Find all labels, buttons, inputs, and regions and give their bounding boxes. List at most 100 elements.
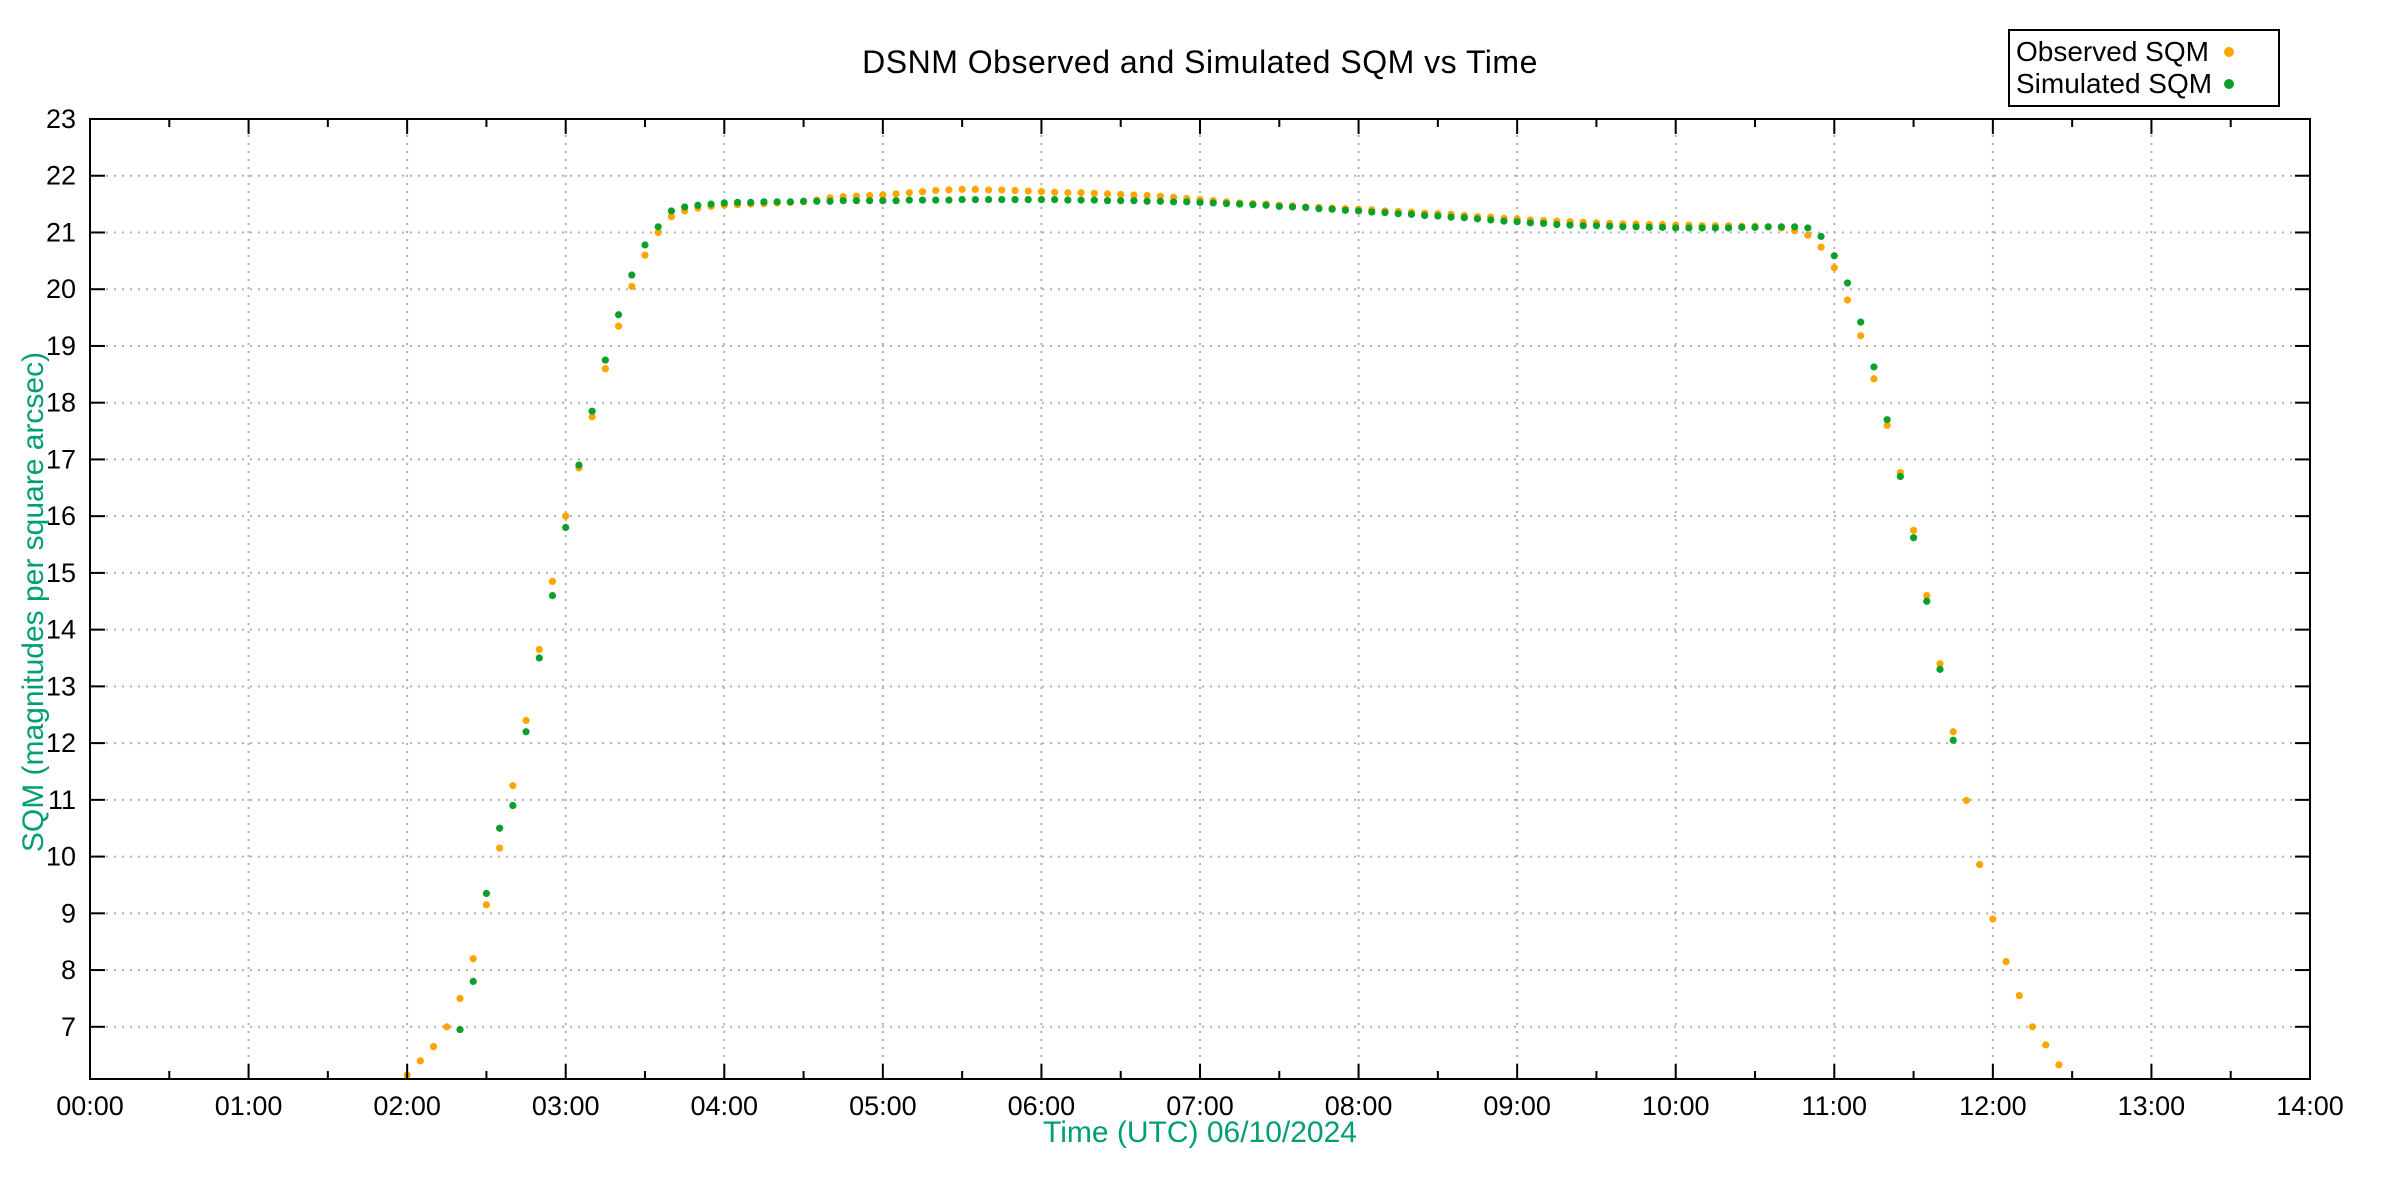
data-point <box>694 201 702 209</box>
data-point <box>2055 1061 2063 1069</box>
svg-text:10: 10 <box>46 842 76 872</box>
x-axis-title: Time (UTC) 06/10/2024 <box>1042 1116 1357 1149</box>
data-point <box>760 198 768 206</box>
data-point <box>905 189 913 197</box>
data-point <box>482 889 491 898</box>
data-point <box>628 282 636 290</box>
data-point <box>1024 187 1032 195</box>
svg-text:14: 14 <box>46 615 76 645</box>
data-point <box>945 186 953 194</box>
data-point <box>1777 223 1786 231</box>
svg-text:02:00: 02:00 <box>373 1091 441 1121</box>
svg-text:09:00: 09:00 <box>1483 1091 1551 1121</box>
data-point <box>1037 195 1046 204</box>
svg-text:04:00: 04:00 <box>690 1091 758 1121</box>
data-point <box>482 901 491 909</box>
data-point <box>2002 957 2010 966</box>
data-point <box>1632 223 1640 231</box>
data-point <box>1460 214 1468 222</box>
svg-text:01:00: 01:00 <box>215 1091 283 1121</box>
data-point <box>575 461 583 469</box>
svg-text:14:00: 14:00 <box>2276 1091 2344 1121</box>
data-point <box>773 198 781 206</box>
data-point <box>654 228 662 237</box>
svg-text:9: 9 <box>61 898 76 928</box>
data-point <box>1090 196 1098 204</box>
data-point <box>2015 991 2023 1000</box>
data-point <box>1051 188 1059 196</box>
data-point <box>1817 232 1825 241</box>
data-point <box>628 271 636 279</box>
y-tick-labels: 7 8 9 10 11 12 13 14 15 16 17 18 19 20 21 22 23 <box>46 104 76 1042</box>
data-point <box>1949 736 1957 744</box>
svg-text:07:00: 07:00 <box>1166 1091 1234 1121</box>
data-point <box>522 728 530 736</box>
svg-text:22: 22 <box>46 161 76 191</box>
data-point <box>879 191 887 199</box>
svg-text:03:00: 03:00 <box>532 1091 600 1121</box>
data-point <box>641 241 649 249</box>
data-point <box>1711 224 1719 232</box>
data-point <box>852 197 861 205</box>
data-point <box>548 591 557 600</box>
data-point <box>1526 219 1534 227</box>
data-point <box>1196 198 1204 207</box>
data-point <box>522 716 530 725</box>
data-point <box>971 195 979 204</box>
data-point <box>1698 224 1706 232</box>
svg-text:06:00: 06:00 <box>1008 1091 1076 1121</box>
data-point <box>945 196 953 204</box>
data-point <box>1949 728 1957 736</box>
data-point <box>1791 223 1799 231</box>
legend-label-simulated: Simulated SQM <box>2016 68 2213 99</box>
data-point <box>1381 209 1389 217</box>
data-point <box>958 185 966 193</box>
data-point <box>588 407 596 415</box>
data-point <box>1249 201 1257 209</box>
svg-text:20: 20 <box>46 274 76 304</box>
y-axis-title: SQM (magnitudes per square arcsec) <box>17 351 50 853</box>
data-point <box>496 824 504 832</box>
data-point <box>1619 223 1627 231</box>
data-point <box>1870 363 1878 371</box>
data-point <box>1090 189 1098 197</box>
data-point <box>1843 296 1852 304</box>
data-point <box>654 223 662 231</box>
data-point <box>1341 206 1349 214</box>
data-point <box>1804 231 1812 239</box>
data-point <box>469 977 477 986</box>
data-point <box>1817 243 1825 251</box>
chart-title: DSNM Observed and Simulated SQM vs Time <box>862 44 1538 80</box>
data-point <box>1539 219 1548 227</box>
data-point <box>826 197 834 205</box>
data-point <box>866 197 874 205</box>
data-point <box>813 197 821 205</box>
data-point <box>496 844 504 852</box>
data-point <box>892 190 900 198</box>
data-point <box>733 198 742 207</box>
data-point <box>1077 189 1085 197</box>
data-point <box>879 197 887 205</box>
data-point <box>1606 222 1614 230</box>
data-point <box>786 198 794 206</box>
data-point <box>1592 222 1601 230</box>
data-point <box>1976 860 1984 869</box>
data-point <box>456 1026 464 1034</box>
data-point <box>429 1043 438 1051</box>
data-point <box>918 188 927 196</box>
data-point <box>1870 375 1878 383</box>
svg-text:8: 8 <box>61 955 76 985</box>
data-point <box>1738 223 1746 231</box>
data-point <box>1103 190 1112 198</box>
data-point <box>1077 196 1085 204</box>
data-point <box>1222 199 1231 208</box>
svg-text:18: 18 <box>46 388 76 418</box>
data-point <box>562 523 570 532</box>
data-point <box>1857 332 1865 340</box>
data-point <box>1407 210 1416 218</box>
data-point <box>984 195 993 204</box>
data-point <box>1051 195 1059 204</box>
data-point <box>1117 190 1125 199</box>
svg-text:11:00: 11:00 <box>1802 1091 1868 1121</box>
data-point <box>1658 223 1667 231</box>
